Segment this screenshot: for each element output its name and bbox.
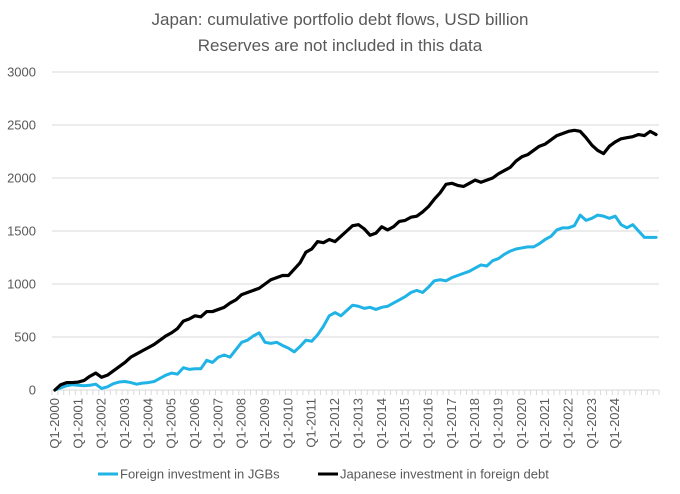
legend-label-0: Foreign investment in JGBs [120,467,280,482]
y-tick-label: 2000 [7,171,36,186]
x-tick-label: Q1-2010 [280,398,295,449]
x-tick-label: Q1-2008 [234,398,249,449]
x-tick-label: Q1-2020 [514,398,529,449]
x-tick-label: Q1-2016 [420,398,435,449]
x-tick-label: Q1-2012 [327,398,342,449]
chart-title: Japan: cumulative portfolio debt flows, … [151,10,528,29]
y-axis: 0 500 1000 1500 2000 2500 3000 [7,65,36,398]
y-tick-label: 2500 [7,118,36,133]
x-tick-label: Q1-2024 [607,398,622,449]
y-tick-label: 3000 [7,65,36,80]
x-tick-label: Q1-2013 [350,398,365,449]
x-tick-label: Q1-2006 [187,398,202,449]
x-axis: Q1-2000 Q1-2001 Q1-2002 Q1-2003 Q1-2004 Q1-20… [47,389,660,449]
series-line-1 [53,128,658,392]
x-tick-label: Q1-2005 [164,398,179,449]
x-tick-label: Q1-2001 [70,398,85,449]
y-tick-label: 1000 [7,277,36,292]
chart-subtitle: Reserves are not included in this data [198,36,483,55]
x-tick-label: Q1-2023 [584,398,599,449]
x-tick-label: Q1-2011 [304,398,319,448]
y-tick-label: 0 [29,383,36,398]
x-tick-label: Q1-2014 [374,398,389,449]
x-tick-label: Q1-2009 [257,398,272,449]
series-layer [53,128,658,392]
x-tick-label: Q1-2022 [561,398,576,449]
y-tick-label: 1500 [7,224,36,239]
x-tick-label: Q1-2002 [94,398,109,449]
x-tick-label: Q1-2018 [467,398,482,449]
x-tick-label: Q1-2007 [210,398,225,449]
x-tick-label: Q1-2015 [397,398,412,449]
x-tick-label: Q1-2004 [140,398,155,449]
series-line-0 [53,213,658,392]
x-tick-label: Q1-2021 [537,398,552,449]
x-tick-label: Q1-2019 [490,398,505,449]
x-tick-label: Q1-2003 [117,398,132,449]
x-tick-label: Q1-2017 [444,398,459,449]
y-tick-label: 500 [14,330,36,345]
legend-label-1: Japanese investment in foreign debt [340,467,549,482]
legend: Foreign investment in JGBs Japanese inves… [98,467,549,482]
x-tick-label: Q1-2000 [47,398,62,449]
